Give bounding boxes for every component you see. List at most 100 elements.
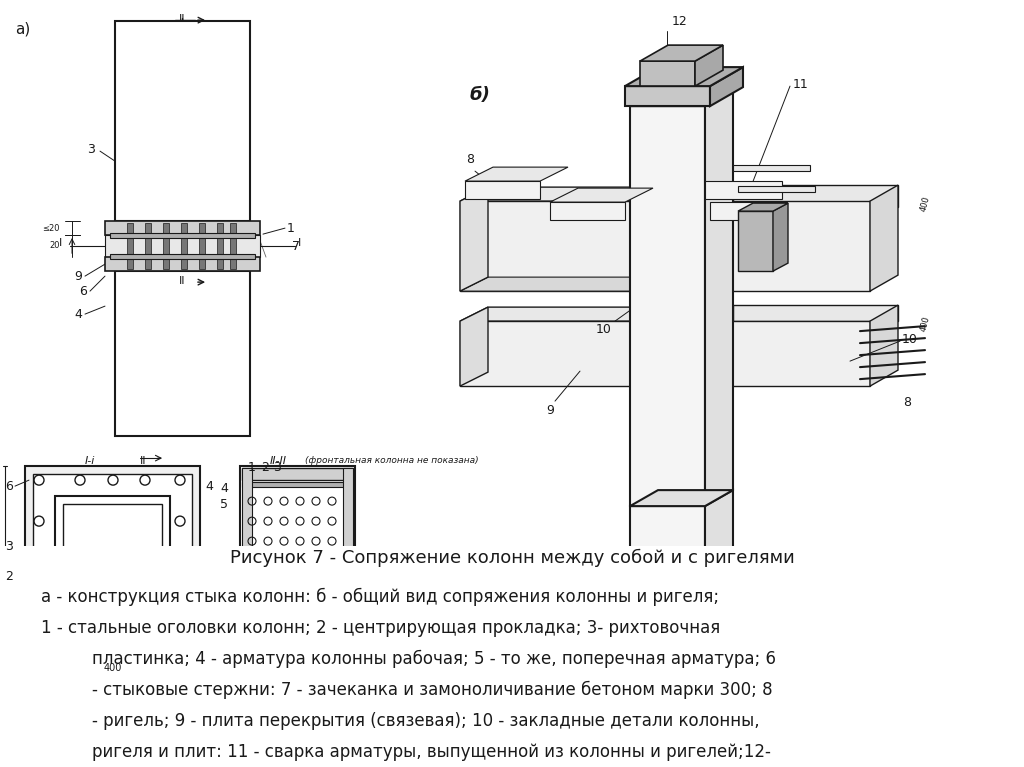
- Bar: [242, 482, 353, 487]
- Polygon shape: [710, 202, 787, 220]
- Text: ригеля и плит: 11 - сварка арматуры, выпущенной из колонны и ригелей;12-: ригеля и плит: 11 - сварка арматуры, вып…: [92, 742, 771, 761]
- Bar: [105, 221, 260, 235]
- Polygon shape: [550, 202, 625, 220]
- Bar: [55, 496, 170, 611]
- Text: 2: 2: [261, 461, 269, 474]
- Polygon shape: [705, 201, 870, 291]
- Bar: [110, 233, 255, 238]
- Text: 1: 1: [248, 461, 256, 474]
- Text: 400: 400: [919, 195, 932, 212]
- Polygon shape: [460, 201, 630, 291]
- Polygon shape: [465, 167, 568, 181]
- Bar: [199, 223, 205, 269]
- Polygon shape: [625, 67, 743, 86]
- Polygon shape: [705, 181, 782, 199]
- Text: II: II: [179, 276, 185, 286]
- Bar: [630, 106, 705, 506]
- Bar: [115, 271, 250, 436]
- Text: I-i: I-i: [85, 456, 95, 466]
- Polygon shape: [550, 188, 653, 202]
- Bar: [63, 504, 162, 603]
- Text: Рисунок 7 - Сопряжение колонн между собой и с ригелями: Рисунок 7 - Сопряжение колонн между собо…: [229, 548, 795, 567]
- Polygon shape: [738, 186, 815, 192]
- Text: 10: 10: [596, 323, 612, 336]
- Polygon shape: [710, 67, 743, 106]
- Text: I: I: [58, 238, 62, 248]
- Bar: [33, 474, 193, 633]
- Text: 9: 9: [74, 270, 82, 282]
- Text: 6: 6: [5, 479, 13, 492]
- Polygon shape: [465, 181, 540, 199]
- Text: пластинка; 4 - арматура колонны рабочая; 5 - то же, поперечная арматура; 6: пластинка; 4 - арматура колонны рабочая;…: [92, 650, 776, 668]
- Polygon shape: [870, 185, 898, 291]
- Polygon shape: [460, 321, 630, 386]
- Text: 1 - стальные оголовки колонн; 2 - центрирующая прокладка; 3- рихтовочная: 1 - стальные оголовки колонн; 2 - центри…: [41, 618, 720, 637]
- Text: 5: 5: [220, 498, 228, 511]
- Text: 3: 3: [273, 461, 281, 474]
- Polygon shape: [773, 203, 788, 271]
- Bar: [181, 223, 187, 269]
- Bar: [163, 223, 169, 269]
- Text: 400: 400: [103, 663, 122, 673]
- Polygon shape: [733, 305, 898, 321]
- Bar: [127, 223, 133, 269]
- Polygon shape: [705, 490, 733, 586]
- Polygon shape: [630, 490, 733, 506]
- Text: 6: 6: [79, 285, 87, 298]
- Text: 400: 400: [919, 314, 932, 332]
- Polygon shape: [870, 305, 898, 386]
- Text: 3: 3: [5, 540, 13, 552]
- Bar: [217, 223, 223, 269]
- Bar: [230, 223, 236, 269]
- Text: 8: 8: [466, 153, 474, 166]
- Text: б): б): [470, 86, 490, 104]
- Bar: [110, 254, 255, 259]
- Text: 7: 7: [292, 239, 300, 252]
- Polygon shape: [705, 321, 870, 386]
- Bar: [640, 61, 695, 86]
- Polygon shape: [695, 45, 723, 86]
- Polygon shape: [460, 307, 658, 321]
- Text: II: II: [140, 456, 146, 466]
- Text: - ригель; 9 - плита перекрытия (связевая); 10 - закладные детали колонны,: - ригель; 9 - плита перекрытия (связевая…: [92, 712, 760, 729]
- Bar: [242, 468, 353, 480]
- Polygon shape: [460, 187, 488, 291]
- Text: 20: 20: [49, 241, 60, 249]
- Text: 2: 2: [5, 570, 13, 583]
- Polygon shape: [460, 307, 488, 386]
- Text: 4: 4: [220, 482, 228, 495]
- Polygon shape: [733, 185, 898, 207]
- Text: 10: 10: [902, 333, 918, 346]
- Bar: [343, 468, 353, 639]
- Polygon shape: [460, 187, 658, 201]
- Polygon shape: [460, 277, 658, 291]
- Text: а - конструкция стыка колонн: б - общий вид сопряжения колонны и ригеля;: а - конструкция стыка колонн: б - общий …: [41, 588, 719, 606]
- Bar: [105, 235, 260, 257]
- Text: 1: 1: [287, 222, 295, 235]
- Bar: [240, 466, 355, 641]
- Polygon shape: [733, 165, 810, 171]
- Bar: [145, 223, 151, 269]
- Bar: [738, 211, 773, 271]
- Text: (фронтальная колонна не показана): (фронтальная колонна не показана): [305, 456, 478, 465]
- Polygon shape: [630, 90, 733, 106]
- Text: 9: 9: [546, 404, 554, 417]
- Text: 4: 4: [205, 479, 213, 492]
- Text: I: I: [298, 238, 301, 248]
- Bar: [105, 257, 260, 271]
- Text: ≤20: ≤20: [43, 224, 60, 232]
- Bar: [630, 506, 705, 586]
- Text: а): а): [15, 21, 31, 36]
- Bar: [115, 21, 250, 221]
- Polygon shape: [705, 90, 733, 506]
- Bar: [25, 466, 200, 641]
- Polygon shape: [738, 203, 788, 211]
- Text: 4: 4: [74, 308, 82, 321]
- Text: 12: 12: [672, 15, 688, 28]
- Polygon shape: [640, 45, 723, 61]
- Bar: [242, 468, 252, 639]
- Bar: [625, 86, 710, 106]
- Text: II-II: II-II: [270, 456, 287, 466]
- Text: 11: 11: [793, 77, 809, 91]
- Text: 8: 8: [903, 396, 911, 409]
